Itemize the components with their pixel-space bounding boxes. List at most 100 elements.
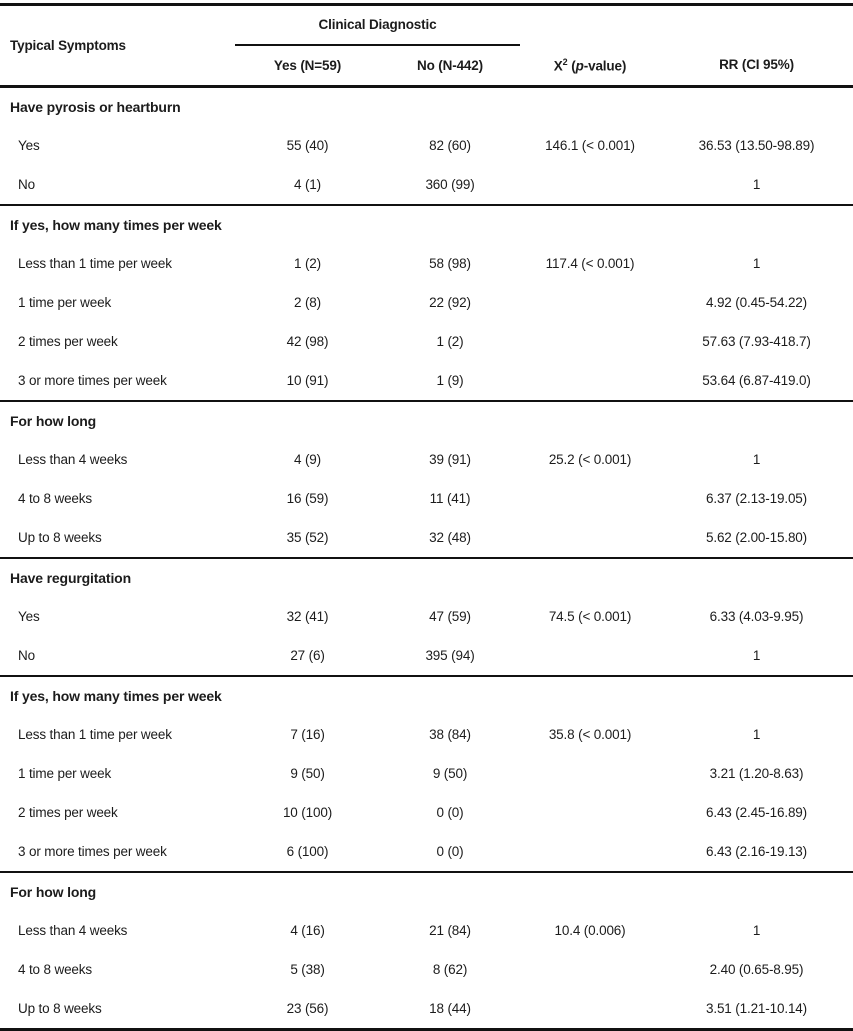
cell-no: 11 (41) — [429, 491, 471, 506]
cell-no: 47 (59) — [429, 609, 471, 624]
table-row: No 27 (6) 395 (94) 1 — [0, 636, 853, 676]
cell-rr: 3.21 (1.20-8.63) — [709, 766, 804, 781]
chi-paren: ( — [567, 58, 576, 73]
cell-no: 22 (92) — [429, 295, 471, 310]
section-header: If yes, how many times per week — [0, 675, 853, 715]
section-header: For how long — [0, 400, 853, 440]
cell-no: 360 (99) — [425, 177, 475, 192]
section-header: If yes, how many times per week — [0, 204, 853, 244]
cell-rr: 6.43 (2.45-16.89) — [705, 805, 808, 820]
cell-label: 3 or more times per week — [18, 373, 167, 388]
header-spacer-rr — [660, 5, 853, 45]
cell-yes: 32 (41) — [286, 609, 329, 624]
cell-yes: 4 (16) — [290, 923, 325, 938]
table-row: 2 times per week 42 (98) 1 (2) 57.63 (7.93-… — [0, 322, 853, 361]
table-row: 3 or more times per week 10 (91) 1 (9) 53.6… — [0, 361, 853, 401]
cell-x2 — [520, 832, 660, 872]
cell-x2: 117.4 (< 0.001) — [545, 256, 635, 271]
cell-no: 39 (91) — [429, 452, 471, 467]
cell-no: 1 (9) — [436, 373, 464, 388]
header-rr-column: RR (CI 95%) — [719, 57, 794, 73]
cell-rr: 3.51 (1.21-10.14) — [705, 1001, 808, 1016]
cell-rr: 1 — [752, 727, 761, 742]
cell-x2 — [520, 518, 660, 558]
cell-yes: 55 (40) — [286, 138, 329, 153]
cell-rr: 5.62 (2.00-15.80) — [705, 530, 808, 545]
cell-label: Up to 8 weeks — [18, 1001, 102, 1016]
table-row: 1 time per week 9 (50) 9 (50) 3.21 (1.20-8.… — [0, 754, 853, 793]
cell-yes: 2 (8) — [293, 295, 321, 310]
table-row: Less than 1 time per week 1 (2) 58 (98) 117… — [0, 244, 853, 283]
cell-label: 2 times per week — [18, 805, 118, 820]
cell-no: 21 (84) — [429, 923, 471, 938]
cell-yes: 4 (9) — [293, 452, 321, 467]
cell-rr: 4.92 (0.45-54.22) — [705, 295, 808, 310]
cell-rr: 1 — [752, 177, 761, 192]
cell-rr: 6.43 (2.16-19.13) — [705, 844, 808, 859]
cell-x2 — [520, 283, 660, 322]
cell-x2: 25.2 (< 0.001) — [548, 452, 632, 467]
cell-rr: 57.63 (7.93-418.7) — [702, 334, 811, 349]
section-header-row: For how long — [0, 400, 853, 440]
chi-x: X — [553, 58, 563, 73]
cell-yes: 10 (91) — [286, 373, 329, 388]
cell-x2: 10.4 (0.006) — [554, 923, 626, 938]
cell-rr: 2.40 (0.65-8.95) — [709, 962, 804, 977]
cell-no: 1 (2) — [436, 334, 464, 349]
cell-x2 — [520, 793, 660, 832]
cell-yes: 35 (52) — [286, 530, 329, 545]
chi-superscript: 2 — [562, 56, 568, 67]
cell-x2 — [520, 479, 660, 518]
cell-rr: 53.64 (6.87-419.0) — [702, 373, 811, 388]
section-header-row: Have regurgitation — [0, 557, 853, 597]
table-row: Less than 1 time per week 7 (16) 38 (84) 35… — [0, 715, 853, 754]
table-row: 1 time per week 2 (8) 22 (92) 4.92 (0.45-54… — [0, 283, 853, 322]
cell-rr: 6.33 (4.03-9.95) — [709, 609, 804, 624]
cell-yes: 42 (98) — [286, 334, 329, 349]
cell-x2 — [520, 754, 660, 793]
cell-label: Yes — [18, 609, 40, 624]
cell-no: 8 (62) — [432, 962, 468, 977]
cell-label: 1 time per week — [18, 295, 112, 310]
cell-no: 0 (0) — [436, 844, 464, 859]
table-header: Typical Symptoms Clinical Diagnostic Yes… — [0, 4, 853, 87]
cell-yes: 5 (38) — [290, 962, 325, 977]
table-row: 4 to 8 weeks 5 (38) 8 (62) 2.40 (0.65-8.95) — [0, 950, 853, 989]
section-header-row: For how long — [0, 871, 853, 911]
cell-label: 1 time per week — [18, 766, 112, 781]
cell-x2 — [520, 636, 660, 676]
cell-no: 18 (44) — [429, 1001, 471, 1016]
section-header-row: Have pyrosis or heartburn — [0, 85, 853, 126]
cell-yes: 10 (100) — [282, 805, 333, 820]
cell-label: 4 to 8 weeks — [18, 491, 92, 506]
table-row: 2 times per week 10 (100) 0 (0) 6.43 (2.45-… — [0, 793, 853, 832]
table-body: Have pyrosis or heartburn Yes 55 (40) 82 (6… — [0, 85, 853, 1030]
table-row: Up to 8 weeks 23 (56) 18 (44) 3.51 (1.21-10… — [0, 989, 853, 1030]
cell-yes: 6 (100) — [286, 844, 329, 859]
table-row: Yes 32 (41) 47 (59) 74.5 (< 0.001) 6.33 (4.0… — [0, 597, 853, 636]
header-yes-column: Yes (N=59) — [273, 57, 342, 73]
header-columns-row: Yes (N=59) No (N-442) X2 (p-value) RR (C… — [0, 45, 853, 87]
header-clinical-diagnostic: Clinical Diagnostic — [235, 4, 520, 46]
cell-label: Less than 1 time per week — [18, 256, 172, 271]
table-row: Yes 55 (40) 82 (60) 146.1 (< 0.001) 36.53 (1… — [0, 126, 853, 165]
chi-rest: -value) — [583, 58, 627, 73]
cell-label: 4 to 8 weeks — [18, 962, 92, 977]
cell-rr: 1 — [752, 452, 761, 467]
cell-no: 0 (0) — [436, 805, 464, 820]
header-typical-symptoms: Typical Symptoms — [10, 38, 126, 53]
cell-no: 82 (60) — [429, 138, 471, 153]
header-spanner-row: Typical Symptoms Clinical Diagnostic — [0, 4, 853, 53]
cell-no: 38 (84) — [429, 727, 471, 742]
section-header-row: If yes, how many times per week — [0, 204, 853, 244]
cell-label: Less than 1 time per week — [18, 727, 172, 742]
cell-rr: 36.53 (13.50-98.89) — [698, 138, 815, 153]
cell-rr: 1 — [752, 256, 761, 271]
table-row: Less than 4 weeks 4 (9) 39 (91) 25.2 (< 0.0… — [0, 440, 853, 479]
table-row: 4 to 8 weeks 16 (59) 11 (41) 6.37 (2.13-19.… — [0, 479, 853, 518]
section-header-row: If yes, how many times per week — [0, 675, 853, 715]
cell-x2: 74.5 (< 0.001) — [548, 609, 632, 624]
cell-label: No — [18, 177, 35, 192]
table-row: No 4 (1) 360 (99) 1 — [0, 165, 853, 205]
symptoms-vs-diagnostic-table: Typical Symptoms Clinical Diagnostic Yes… — [0, 3, 853, 1031]
